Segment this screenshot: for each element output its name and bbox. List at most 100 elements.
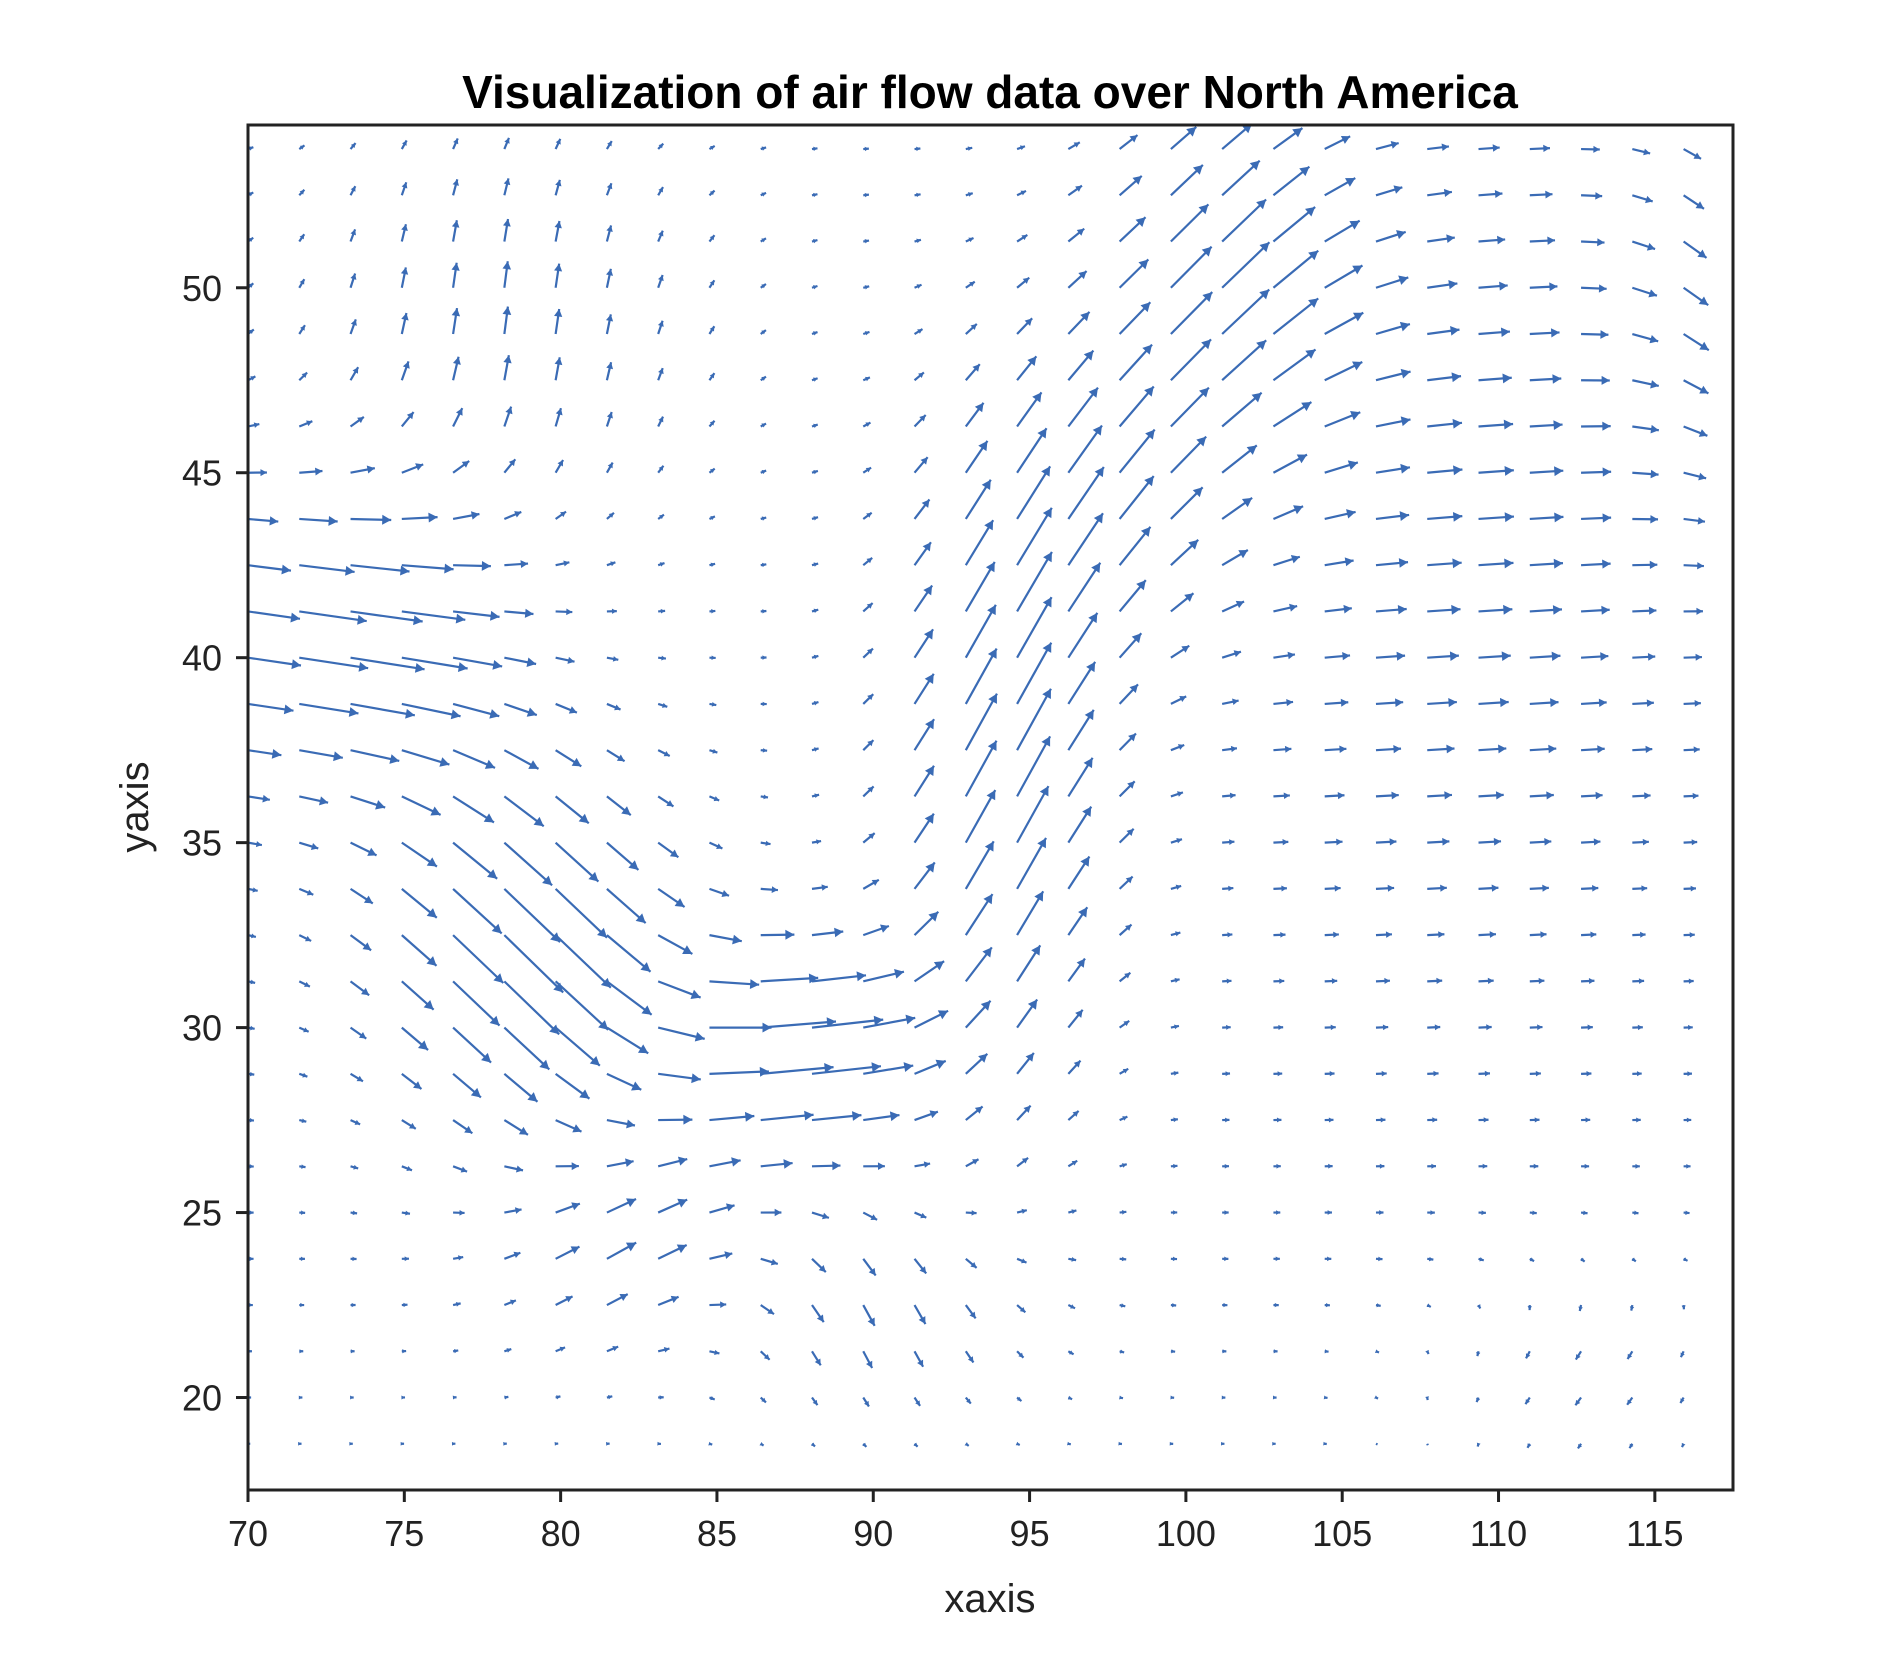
flow-arrow-head (1602, 513, 1612, 523)
flow-arrow-head (866, 557, 873, 564)
flow-arrow-head (744, 1111, 755, 1122)
flow-arrow (1324, 311, 1364, 335)
flow-arrow (914, 238, 922, 244)
flow-arrow-head (1346, 509, 1356, 519)
flow-arrow (452, 407, 464, 427)
flow-arrow-head (1124, 972, 1131, 979)
flow-arrow (1015, 1441, 1021, 1446)
flow-arrow (1529, 1210, 1537, 1216)
y-tick-label: 40 (182, 638, 222, 679)
flow-arrow-head (1681, 1442, 1686, 1448)
flow-arrow-head (710, 516, 715, 521)
flow-arrow (1629, 1304, 1635, 1311)
flow-arrow (298, 420, 313, 428)
flow-arrow (1427, 234, 1455, 244)
flow-arrow-head (402, 361, 410, 369)
x-tick-label: 115 (1626, 1513, 1683, 1554)
flow-arrow (1632, 1163, 1640, 1169)
flow-arrow-head (1501, 651, 1511, 662)
flow-arrow (1221, 125, 1253, 150)
flow-arrow (1273, 1163, 1281, 1169)
flow-arrow (862, 693, 875, 705)
flow-arrow (606, 1026, 649, 1055)
flow-arrow (503, 178, 511, 196)
flow-arrow-head (1135, 217, 1146, 227)
flow-arrow (708, 841, 723, 850)
flow-arrow-head (605, 314, 614, 322)
flow-arrow-head (1023, 1105, 1031, 1113)
flow-arrow (1529, 558, 1564, 569)
flow-arrow-head (625, 1242, 637, 1252)
flow-arrow-head (461, 460, 470, 468)
flow-arrow-head (1540, 931, 1547, 938)
flow-arrow-head (690, 989, 701, 999)
flow-arrow (1273, 1024, 1284, 1031)
flow-arrow (299, 749, 343, 762)
y-tick-label: 20 (182, 1378, 222, 1419)
flow-arrow (1068, 1256, 1077, 1262)
flow-arrow-head (483, 813, 494, 823)
flow-arrow (708, 325, 716, 335)
flow-arrow (1683, 1257, 1689, 1262)
flow-arrow (503, 458, 517, 474)
flow-arrow (606, 1241, 637, 1260)
flow-arrow (555, 560, 570, 567)
flow-arrow (1016, 465, 1052, 520)
flow-arrow (1529, 884, 1549, 892)
flow-arrow-head (269, 516, 279, 526)
flow-arrow-head (400, 267, 409, 275)
flow-arrow-head (1136, 580, 1146, 591)
flow-arrow-head (894, 968, 904, 979)
flow-arrow (964, 1000, 992, 1029)
flow-arrow-head (813, 747, 819, 752)
flow-arrow-head (867, 694, 874, 701)
flow-arrow-head (1186, 126, 1197, 137)
flow-arrow (1478, 604, 1513, 615)
flow-arrow-head (916, 146, 921, 152)
flow-arrow (452, 356, 461, 381)
flow-arrow (1478, 1163, 1488, 1169)
flow-arrow-head (1289, 603, 1298, 612)
flow-arrow-head (526, 657, 537, 668)
flow-arrow-head (925, 719, 935, 730)
flow-arrow-head (1201, 339, 1212, 350)
flow-arrow-head (1021, 1208, 1027, 1214)
flow-arrow (554, 138, 562, 150)
flow-arrow (811, 423, 819, 428)
flow-arrow-shaft (350, 656, 425, 671)
flow-arrow (1375, 744, 1402, 754)
flow-arrow-head (761, 1397, 766, 1403)
flow-arrow-head (1438, 931, 1445, 938)
flow-arrow-head (1451, 372, 1462, 383)
flow-arrow-head (1503, 604, 1513, 615)
flow-arrow (965, 192, 974, 197)
flow-arrow (1170, 203, 1210, 243)
flow-arrow (913, 371, 925, 382)
flow-arrow-head (401, 140, 407, 146)
flow-arrow (554, 263, 563, 288)
flow-arrow (1478, 144, 1500, 152)
flow-arrow (248, 422, 260, 428)
flow-arrow-shaft (1735, 426, 1755, 437)
flow-arrow-head (1451, 604, 1461, 615)
flow-arrow (709, 1349, 720, 1356)
flow-arrow-head (1495, 791, 1504, 800)
flow-arrow (657, 465, 665, 474)
flow-arrow (1273, 1117, 1282, 1123)
flow-arrow (1324, 177, 1356, 197)
flow-arrow-shaft (760, 1020, 837, 1029)
flow-arrow-head (1177, 791, 1183, 797)
flow-arrow-head (1144, 476, 1154, 487)
flow-arrow-shaft (1016, 551, 1053, 612)
flow-arrow (1222, 745, 1238, 753)
flow-arrow-shaft (1016, 735, 1052, 797)
flow-arrow-head (1225, 1117, 1230, 1123)
flow-arrow-head (822, 1212, 829, 1220)
flow-arrow-head (405, 1210, 410, 1216)
flow-arrow (811, 146, 818, 152)
flow-arrow-head (1399, 511, 1410, 521)
flow-arrow (248, 748, 282, 759)
flow-arrow (1016, 276, 1030, 289)
flow-arrow (1581, 1163, 1590, 1169)
flow-arrow-head (300, 325, 305, 331)
